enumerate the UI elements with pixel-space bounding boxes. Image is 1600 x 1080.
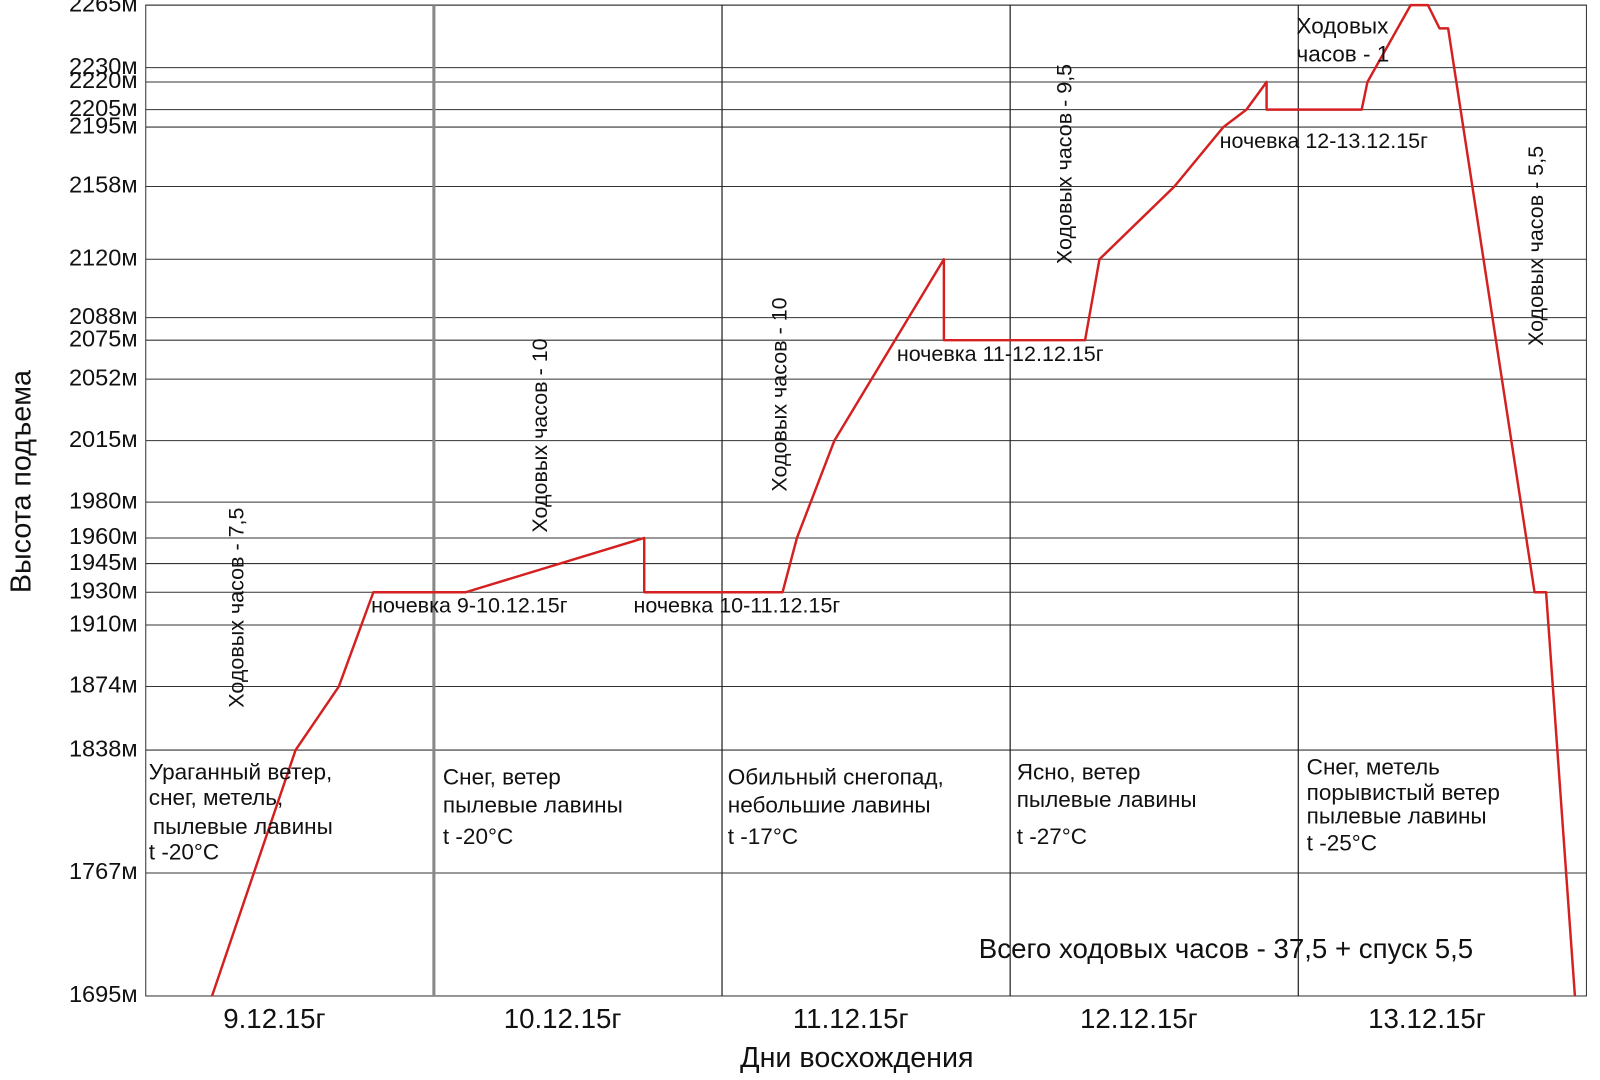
- y-tick-label: 2158м: [69, 172, 138, 198]
- y-tick-label: 1838м: [69, 735, 138, 761]
- weather-note: Обильный снегопад,: [728, 765, 944, 790]
- hours-note: Ходовых: [1296, 14, 1389, 39]
- weather-note: Снег, ветер: [443, 765, 561, 790]
- weather-note: Ураганный ветер,: [149, 760, 332, 785]
- weather-note: t -20°C: [149, 840, 219, 865]
- weather-note: пылевые лавины: [153, 814, 333, 839]
- y-tick-label: 2195м: [69, 112, 138, 138]
- plot-area: [145, 3, 1587, 997]
- y-tick-label: 1960м: [69, 523, 138, 549]
- hours-note: часов - 1: [1296, 41, 1389, 66]
- hours-note: Ходовых часов - 7,5: [225, 507, 249, 707]
- weather-note: пылевые лавины: [443, 792, 623, 817]
- y-tick-label: 1930м: [69, 577, 138, 603]
- x-tick-label: 13.12.15г: [1368, 1003, 1486, 1034]
- y-tick-label: 2205м: [69, 95, 138, 121]
- hours-note: Ходовых часов - 5,5: [1524, 146, 1548, 346]
- weather-note: Снег, метель: [1307, 754, 1440, 779]
- hours-note: Ходовых часов - 10: [768, 297, 792, 491]
- y-tick-label: 1945м: [69, 549, 138, 575]
- hours-note: Ходовых часов - 10: [528, 338, 552, 532]
- y-tick-label: 2220м: [69, 67, 138, 93]
- y-tick-label: 2230м: [69, 53, 138, 79]
- x-tick-label: 10.12.15г: [504, 1003, 622, 1034]
- y-tick-label: 2015м: [69, 426, 138, 452]
- y-tick-label: 2052м: [69, 364, 138, 390]
- weather-note: небольшие лавины: [728, 792, 931, 817]
- y-axis-title: Высота подъема: [5, 370, 37, 593]
- y-tick-label: 1910м: [69, 610, 138, 636]
- weather-note: снег, метель,: [149, 785, 283, 810]
- overnight: ночевка 11-12.12.15г: [897, 342, 1104, 366]
- total-note: Всего ходовых часов - 37,5 + спуск 5,5: [979, 933, 1473, 964]
- y-tick-label: 1874м: [69, 672, 138, 698]
- weather-note: t -20°C: [443, 824, 513, 849]
- y-tick-label: 2088м: [69, 303, 138, 329]
- weather-note: пылевые лавины: [1017, 787, 1197, 812]
- y-tick-label: 1695м: [69, 981, 138, 1007]
- x-tick-label: 12.12.15г: [1080, 1003, 1198, 1034]
- y-tick-label: 2120м: [69, 244, 138, 270]
- weather-note: пылевые лавины: [1307, 804, 1487, 829]
- hours-note: Ходовых часов - 9,5: [1053, 64, 1077, 264]
- x-tick-label: 9.12.15г: [223, 1003, 325, 1034]
- overnight: ночевка 9-10.12.15г: [371, 593, 568, 617]
- x-tick-label: 11.12.15г: [793, 1003, 909, 1034]
- y-tick-label: 2265м: [69, 0, 138, 16]
- overnight: ночевка 12-13.12.15г: [1220, 129, 1429, 153]
- weather-note: t -27°C: [1017, 824, 1087, 849]
- y-tick-label: 1980м: [69, 487, 138, 513]
- elevation-line: [210, 3, 1577, 997]
- weather-note: порывистый ветер: [1307, 780, 1500, 805]
- weather-note: Ясно, ветер: [1017, 760, 1141, 785]
- weather-note: t -17°C: [728, 824, 798, 849]
- overnight: ночевка 10-11.12.15г: [633, 593, 840, 617]
- y-tick-label: 2075м: [69, 325, 138, 351]
- x-axis-title: Дни восхождения: [740, 1042, 973, 1074]
- weather-note: t -25°C: [1307, 830, 1377, 855]
- y-tick-label: 1767м: [69, 858, 138, 884]
